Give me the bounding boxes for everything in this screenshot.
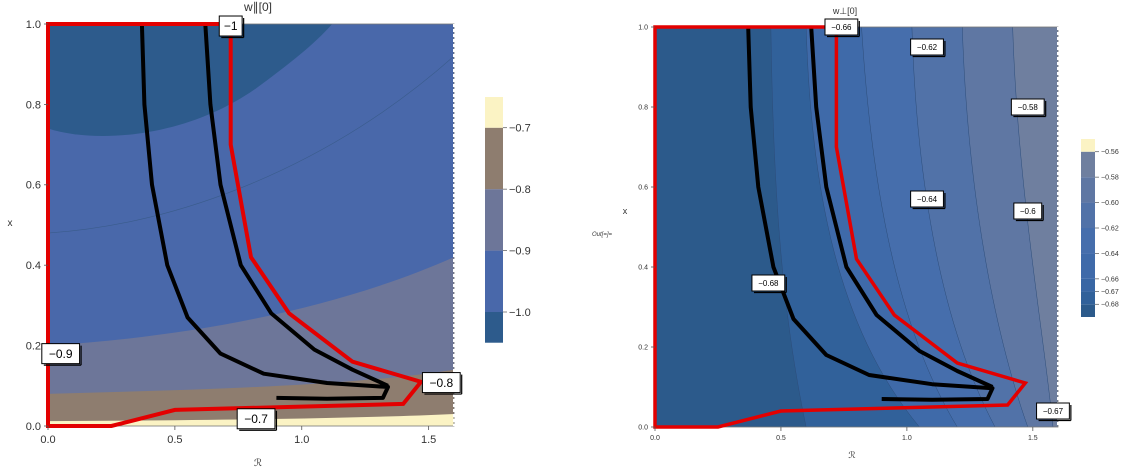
- y-axis-label: x: [8, 218, 13, 229]
- legend-swatch: [1081, 253, 1095, 279]
- contour-label-box: [1010, 98, 1045, 116]
- contour-label-box: [421, 372, 461, 394]
- legend-swatch: [1081, 202, 1095, 228]
- red-region-outline: [46, 22, 425, 428]
- contour-label-box: [1036, 402, 1070, 420]
- y-axis-label: x: [623, 206, 628, 216]
- contour-label-box: [41, 343, 81, 365]
- legend-swatch: [485, 189, 503, 251]
- legend-swatch: [485, 127, 503, 190]
- legend-tick-label: −0.67: [1101, 289, 1119, 296]
- legend-swatch: [1081, 177, 1095, 203]
- legend-swatch: [1081, 228, 1095, 254]
- legend-tick-label: −0.68: [1101, 302, 1119, 309]
- x-axis-label: ℛ: [254, 458, 262, 469]
- chart-title: w∥[0]: [243, 0, 272, 14]
- contour-label: −0.64: [917, 195, 938, 204]
- contour-line: [48, 55, 454, 234]
- y-tick-label: 0.2: [26, 340, 41, 352]
- contour-label-box: [910, 38, 944, 56]
- y-tick-label: 0.4: [26, 260, 41, 272]
- legend-tick-label: −0.56: [1101, 149, 1119, 156]
- contour-label-box: [751, 274, 786, 292]
- contour-line: [911, 27, 996, 427]
- legend-swatch: [485, 97, 503, 128]
- x-tick-label: 1.5: [1028, 435, 1038, 442]
- contour-line: [770, 27, 807, 427]
- legend-swatch: [1081, 139, 1095, 152]
- x-tick-label: 0.5: [167, 434, 182, 446]
- legend-tick-label: −1.0: [509, 307, 531, 319]
- y-tick-label: 1.0: [26, 19, 41, 31]
- legend-tick-label: −0.64: [1101, 251, 1119, 258]
- contour-label: −0.9: [49, 347, 73, 361]
- band-region: [655, 27, 807, 427]
- y-tick-label: 0.8: [26, 99, 41, 111]
- y-tick-label: 0.0: [638, 424, 648, 431]
- x-tick-label: 1.5: [421, 434, 436, 446]
- chart-w-perp: w⊥[0] ℛ x Out[=]= 0.0 0.5 1.0 1.5 0.0 0.2 0.4 0…: [592, 6, 1119, 460]
- legend-swatch: [485, 250, 503, 312]
- band-region: [1012, 27, 1058, 427]
- x-tick-label: 1.0: [294, 434, 309, 446]
- legend-swatch: [1081, 278, 1095, 292]
- legend-tick-label: −0.8: [509, 184, 531, 196]
- legend-swatch: [1081, 151, 1095, 178]
- chart-title: w⊥[0]: [832, 6, 857, 16]
- legend-tick-label: −0.62: [1101, 225, 1119, 232]
- contour-label: −0.67: [1043, 407, 1064, 416]
- legend-tick-label: −0.66: [1101, 276, 1119, 283]
- x-tick-label: 0.0: [650, 435, 660, 442]
- y-tick-label: 0.6: [638, 184, 648, 191]
- contour-label: −1: [224, 19, 238, 33]
- contour-line: [1012, 27, 1054, 427]
- x-tick-label: 1.0: [902, 435, 912, 442]
- y-tick-label: 0.8: [638, 104, 648, 111]
- contour-label: −0.8: [429, 376, 453, 390]
- y-tick-label: 0.4: [638, 264, 648, 271]
- chart-w-parallel: w∥[0] ℛ x 0.0 0.5 1.0 1.5 0.0 0.2 0.4 0.6 0.8 1.0…: [8, 0, 531, 469]
- x-tick-label: 0.0: [40, 434, 55, 446]
- legend-tick-label: −0.58: [1101, 175, 1119, 182]
- black-boundary-curve: [809, 26, 994, 389]
- output-cell-label: Out[=]=: [592, 232, 613, 238]
- black-boundary-curve: [139, 23, 390, 401]
- y-tick-label: 0.6: [26, 180, 41, 192]
- contour-label: −0.58: [1018, 103, 1039, 112]
- legend-swatch: [485, 312, 503, 343]
- legend-tick-label: −0.60: [1101, 200, 1119, 207]
- red-region-outline: [653, 25, 1029, 429]
- contour-label-box: [236, 408, 276, 430]
- contour-line: [962, 27, 1029, 427]
- contour-label-box: [1013, 202, 1043, 220]
- contour-label: −0.7: [244, 412, 268, 426]
- black-boundary-curve: [203, 23, 389, 388]
- contour-label: −0.66: [831, 23, 852, 32]
- contour-label-box: [910, 190, 944, 208]
- legend-tick-label: −0.7: [509, 123, 531, 135]
- band-region: [48, 24, 333, 137]
- x-tick-label: 0.5: [776, 435, 786, 442]
- contour-label: −0.68: [758, 279, 779, 288]
- legend-swatch: [1081, 304, 1095, 317]
- y-tick-label: 0.2: [638, 344, 648, 351]
- legend-tick-label: −0.9: [509, 245, 531, 257]
- contour-label: −0.6: [1020, 207, 1036, 216]
- black-boundary-curve: [746, 26, 995, 402]
- contour-label: −0.62: [917, 43, 938, 52]
- y-tick-label: 1.0: [638, 24, 648, 31]
- contour-label-box: [824, 18, 859, 36]
- contour-line: [805, 27, 920, 427]
- contour-field: [655, 27, 1058, 427]
- legend-swatch: [1081, 291, 1095, 305]
- y-tick-label: 0.0: [26, 421, 41, 433]
- x-axis-label: ℛ: [848, 450, 855, 460]
- contour-label-box: [218, 15, 243, 37]
